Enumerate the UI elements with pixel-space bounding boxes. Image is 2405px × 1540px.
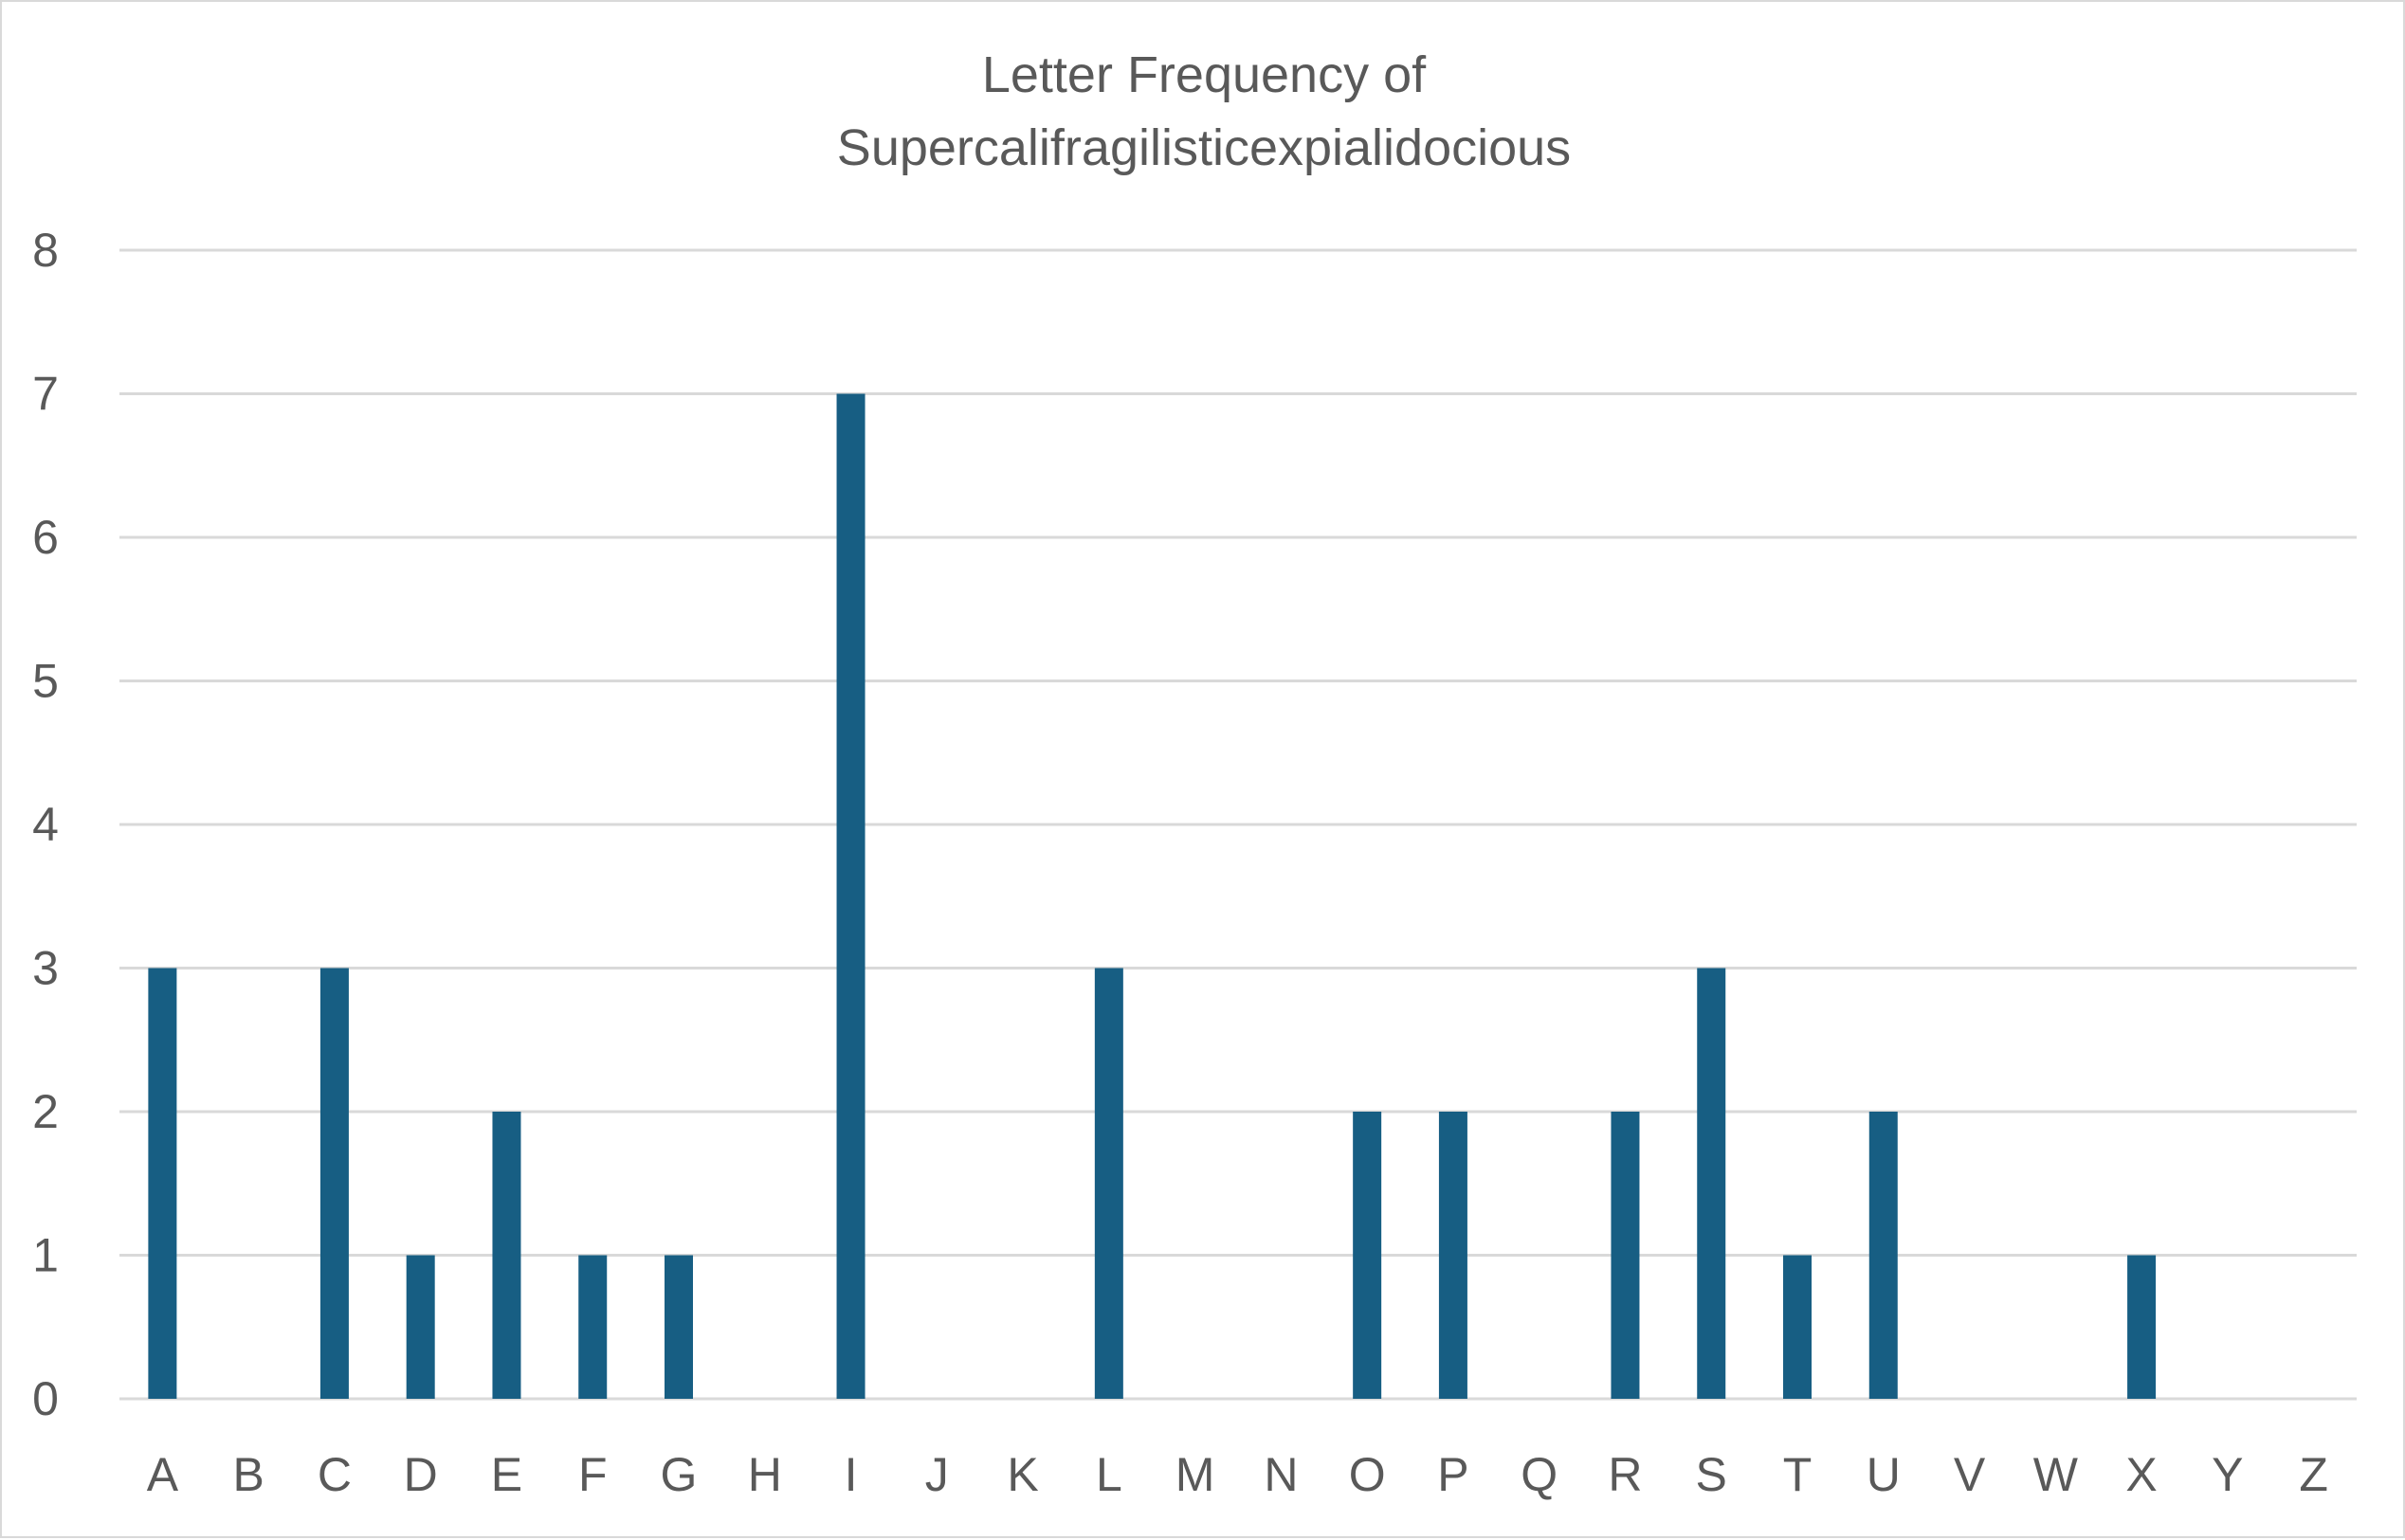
x-tick-label: R bbox=[1608, 1448, 1642, 1501]
y-tick-label: 4 bbox=[32, 798, 59, 851]
x-tick-label: B bbox=[232, 1448, 264, 1501]
y-axis-tick-labels: 0 1 2 3 4 5 6 7 8 bbox=[32, 224, 59, 1425]
x-tick-label: C bbox=[318, 1448, 352, 1501]
y-tick-label: 2 bbox=[32, 1085, 59, 1138]
x-tick-label: G bbox=[661, 1448, 698, 1501]
bar-c bbox=[319, 968, 349, 1399]
x-tick-label: Y bbox=[2212, 1448, 2243, 1501]
bar-u bbox=[1868, 1112, 1898, 1399]
x-tick-label: M bbox=[1175, 1448, 1215, 1501]
x-tick-label: J bbox=[925, 1448, 949, 1501]
bar-o bbox=[1353, 1112, 1382, 1399]
bar-x bbox=[2127, 1255, 2157, 1399]
bar-r bbox=[1611, 1112, 1640, 1399]
bar-i bbox=[836, 393, 865, 1399]
x-tick-label: S bbox=[1696, 1448, 1727, 1501]
bar-g bbox=[665, 1255, 693, 1399]
x-tick-label: T bbox=[1783, 1448, 1813, 1501]
x-tick-label: F bbox=[578, 1448, 608, 1501]
bar-l bbox=[1094, 968, 1123, 1399]
x-tick-label: X bbox=[2125, 1448, 2157, 1501]
y-tick-label: 3 bbox=[32, 942, 59, 995]
x-tick-label: A bbox=[147, 1448, 179, 1501]
y-tick-label: 7 bbox=[32, 368, 59, 421]
x-tick-label: L bbox=[1096, 1448, 1122, 1501]
bar-e bbox=[492, 1112, 521, 1399]
y-tick-label: 6 bbox=[32, 511, 59, 564]
chart-title-line-1: Letter Frequency of bbox=[982, 46, 1427, 103]
bar-t bbox=[1783, 1255, 1812, 1399]
x-tick-label: D bbox=[404, 1448, 438, 1501]
x-tick-label: K bbox=[1007, 1448, 1038, 1501]
x-tick-label: O bbox=[1349, 1448, 1386, 1501]
x-tick-label: Z bbox=[2299, 1448, 2328, 1501]
y-tick-label: 1 bbox=[32, 1229, 59, 1282]
bars bbox=[148, 393, 2157, 1399]
bar-p bbox=[1438, 1112, 1467, 1399]
y-tick-label: 0 bbox=[32, 1372, 59, 1425]
x-tick-label: P bbox=[1437, 1448, 1468, 1501]
bar-a bbox=[148, 968, 177, 1399]
bar-f bbox=[578, 1255, 608, 1399]
gridlines bbox=[119, 248, 2357, 1401]
x-tick-label: W bbox=[2033, 1448, 2079, 1501]
x-tick-label: I bbox=[845, 1448, 858, 1501]
x-tick-label: Q bbox=[1521, 1448, 1558, 1501]
x-tick-label: E bbox=[491, 1448, 522, 1501]
chart-title-line-2: Supercalifragilisticexpialidocious bbox=[837, 119, 1571, 176]
x-tick-label: V bbox=[1954, 1448, 1986, 1501]
chart-title: Letter Frequency of Supercalifragilistic… bbox=[837, 46, 1571, 176]
bar-s bbox=[1697, 968, 1726, 1399]
x-tick-label: N bbox=[1264, 1448, 1298, 1501]
x-tick-label: H bbox=[748, 1448, 782, 1501]
y-tick-label: 5 bbox=[32, 655, 59, 708]
y-tick-label: 8 bbox=[32, 224, 59, 277]
x-tick-label: U bbox=[1867, 1448, 1901, 1501]
bar-d bbox=[406, 1255, 435, 1399]
